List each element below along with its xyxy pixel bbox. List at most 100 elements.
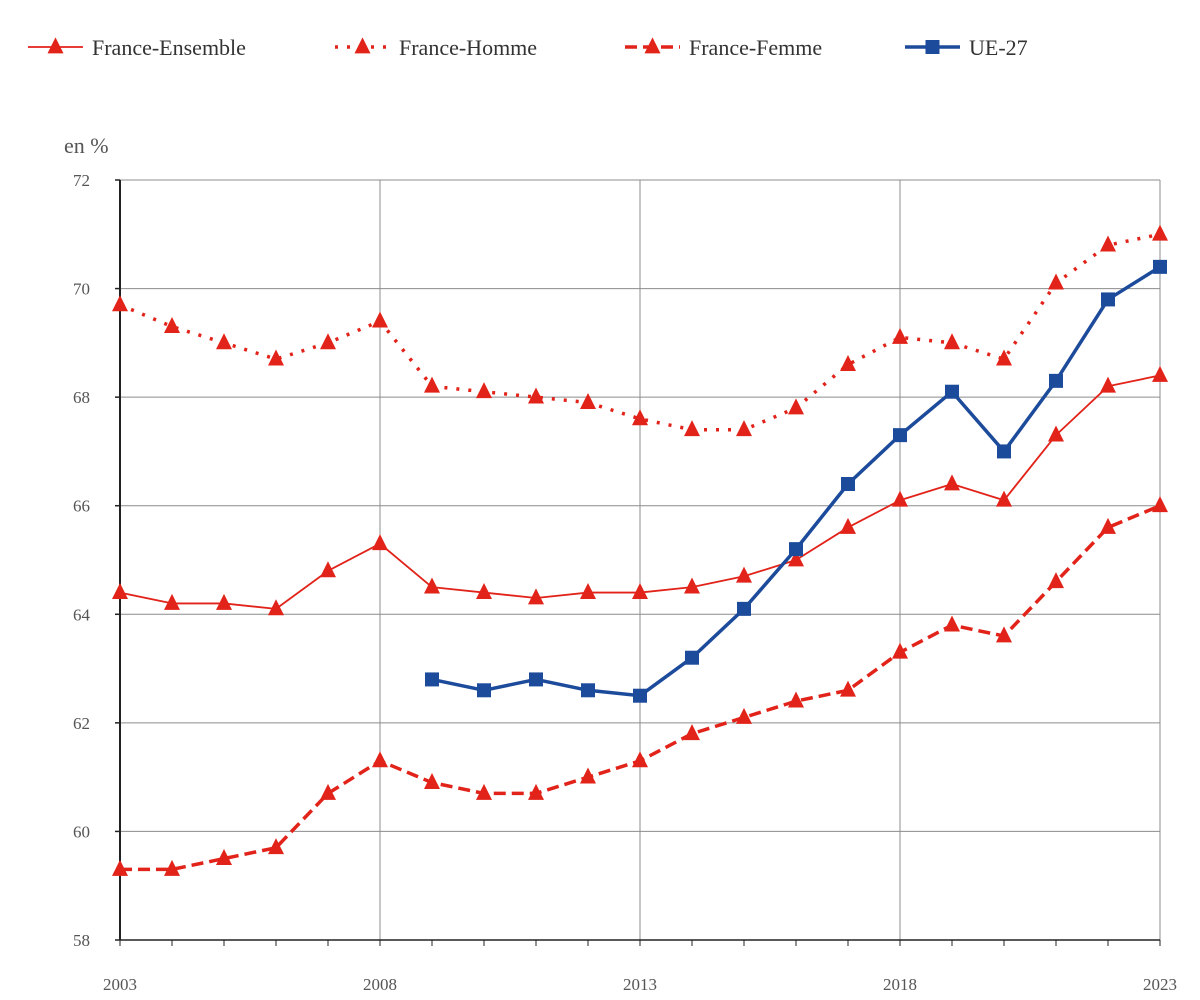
data-point-france-homme-2010	[476, 382, 492, 399]
data-point-ue-27-2015	[737, 601, 751, 616]
data-point-france-homme-2003	[112, 295, 128, 312]
data-point-france-ensemble-2010	[476, 582, 492, 599]
legend-label-france-homme: France-Homme	[399, 35, 537, 60]
data-point-france-femme-2021	[1048, 572, 1064, 589]
data-point-france-homme-2021	[1048, 273, 1064, 290]
legend-label-france-ensemble: France-Ensemble	[92, 35, 246, 60]
legend-marker-france-femme	[644, 37, 661, 54]
data-point-france-femme-2015	[736, 707, 752, 724]
data-point-france-ensemble-2005	[216, 593, 232, 610]
series-ue-27	[425, 259, 1167, 703]
data-point-france-homme-2008	[372, 311, 388, 328]
series-france-femme	[112, 496, 1168, 876]
legend-marker-france-homme	[354, 37, 371, 54]
legend-label-ue-27: UE-27	[969, 35, 1028, 60]
data-point-france-femme-2013	[632, 751, 648, 768]
data-point-france-homme-2016	[788, 398, 804, 415]
data-point-ue-27-2021	[1049, 373, 1063, 388]
data-point-france-femme-2007	[320, 783, 336, 800]
data-point-france-ensemble-2012	[580, 582, 596, 599]
data-point-france-femme-2008	[372, 751, 388, 768]
data-point-ue-27-2009	[425, 672, 439, 687]
data-point-france-ensemble-2006	[268, 599, 284, 616]
data-point-france-ensemble-2003	[112, 582, 128, 599]
data-point-france-femme-2005	[216, 848, 232, 865]
y-tick-label-70: 70	[73, 280, 90, 299]
y-tick-label-66: 66	[73, 497, 90, 516]
data-point-ue-27-2018	[893, 428, 907, 443]
data-point-france-femme-2017	[840, 680, 856, 697]
data-point-france-femme-2012	[580, 767, 596, 784]
legend-item-france-homme: France-Homme	[335, 35, 537, 60]
data-point-france-ensemble-2023	[1152, 365, 1168, 382]
data-point-france-ensemble-2020	[996, 490, 1012, 507]
data-point-ue-27-2023	[1153, 259, 1167, 274]
data-point-france-femme-2020	[996, 626, 1012, 643]
data-point-france-ensemble-2014	[684, 577, 700, 594]
legend-item-ue-27: UE-27	[905, 35, 1028, 60]
legend-label-france-femme: France-Femme	[689, 35, 822, 60]
y-tick-label-64: 64	[73, 605, 91, 624]
data-point-france-ensemble-2018	[892, 490, 908, 507]
data-point-france-femme-2016	[788, 691, 804, 708]
x-tick-label-2018: 2018	[883, 975, 917, 994]
legend-item-france-femme: France-Femme	[625, 35, 822, 60]
data-point-france-homme-2013	[632, 409, 648, 426]
data-point-france-femme-2009	[424, 772, 440, 789]
data-point-france-homme-2012	[580, 392, 596, 409]
data-point-france-ensemble-2022	[1100, 376, 1116, 393]
data-point-france-homme-2017	[840, 354, 856, 371]
y-tick-label-68: 68	[73, 388, 90, 407]
x-tick-label-2008: 2008	[363, 975, 397, 994]
data-point-france-ensemble-2019	[944, 474, 960, 491]
y-tick-label-62: 62	[73, 714, 90, 733]
data-point-ue-27-2013	[633, 688, 647, 703]
data-point-france-homme-2023	[1152, 224, 1168, 241]
data-point-france-femme-2010	[476, 783, 492, 800]
legend: France-Ensemble France-Homme France-Femme U…	[28, 35, 1028, 60]
data-point-france-homme-2009	[424, 376, 440, 393]
series-layer	[112, 224, 1168, 876]
data-point-ue-27-2017	[841, 477, 855, 491]
series-line-ue-27	[431, 265, 1161, 698]
data-point-france-ensemble-2015	[736, 566, 752, 583]
data-point-france-ensemble-2011	[528, 588, 544, 605]
data-point-france-homme-2022	[1100, 235, 1116, 252]
axes: 58 60 62 64 66 68 70 72 2003 2008 2013 2018 2023	[73, 171, 1177, 994]
data-point-ue-27-2022	[1101, 292, 1115, 307]
data-point-france-homme-2011	[528, 387, 544, 404]
data-point-france-homme-2005	[216, 333, 232, 350]
data-point-france-femme-2011	[528, 783, 544, 800]
y-tick-label-72: 72	[73, 171, 90, 190]
data-point-ue-27-2011	[529, 672, 543, 687]
data-point-france-femme-2004	[164, 859, 180, 876]
legend-marker-ue-27	[925, 40, 940, 54]
grid	[119, 179, 1161, 941]
data-point-ue-27-2010	[477, 683, 491, 698]
data-point-france-ensemble-2009	[424, 577, 440, 594]
x-tick-label-2023: 2023	[1143, 975, 1177, 994]
data-point-france-ensemble-2007	[320, 561, 336, 578]
data-point-france-homme-2018	[892, 327, 908, 344]
data-point-france-femme-2018	[892, 642, 908, 659]
data-point-ue-27-2012	[581, 683, 595, 698]
legend-marker-france-ensemble	[47, 37, 64, 54]
data-point-ue-27-2014	[685, 650, 699, 665]
data-point-france-ensemble-2017	[840, 517, 856, 534]
data-point-france-homme-2019	[944, 333, 960, 350]
y-tick-label-58: 58	[73, 931, 90, 950]
legend-item-france-ensemble: France-Ensemble	[28, 35, 246, 60]
series-france-homme	[112, 224, 1168, 437]
data-point-france-femme-2023	[1152, 496, 1168, 513]
data-point-france-ensemble-2004	[164, 593, 180, 610]
data-point-france-homme-2007	[320, 333, 336, 350]
data-point-france-femme-2022	[1100, 517, 1116, 534]
data-point-ue-27-2016	[789, 542, 803, 557]
data-point-france-femme-2003	[112, 859, 128, 876]
y-tick-label-60: 60	[73, 822, 90, 841]
y-axis-unit-label: en %	[64, 133, 109, 158]
data-point-ue-27-2019	[945, 384, 959, 399]
data-point-france-homme-2015	[736, 420, 752, 437]
data-point-france-ensemble-2013	[632, 582, 648, 599]
